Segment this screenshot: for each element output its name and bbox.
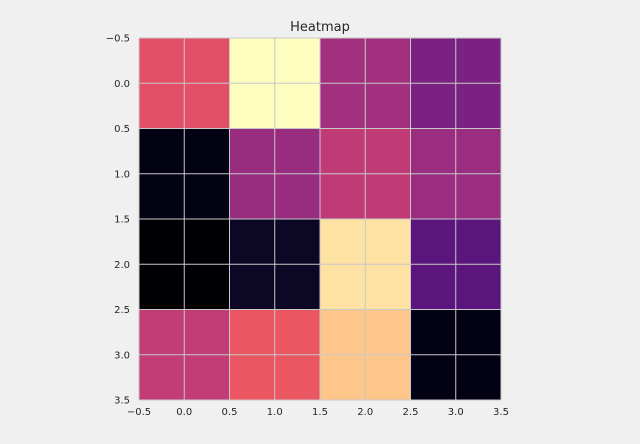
y-tick-label: 3.0 xyxy=(114,350,130,361)
x-tick-label: 2.0 xyxy=(357,407,373,418)
x-tick-label: 3.5 xyxy=(493,407,509,418)
y-tick-label: 2.5 xyxy=(114,305,130,316)
x-tick-label: 2.5 xyxy=(403,407,419,418)
x-axis: −0.5 0.0 0.5 1.0 1.5 2.0 2.5 3.0 3.5 xyxy=(127,407,509,418)
y-tick-label: 0.5 xyxy=(114,124,130,135)
x-tick-label: 1.0 xyxy=(267,407,283,418)
y-tick-label: 3.5 xyxy=(114,396,130,407)
x-tick-label: 1.5 xyxy=(312,407,328,418)
y-tick-label: 2.0 xyxy=(114,260,130,271)
y-tick-label: −0.5 xyxy=(106,34,130,45)
grid-lines xyxy=(138,37,502,401)
chart-title: Heatmap xyxy=(290,20,350,35)
y-tick-label: 1.0 xyxy=(114,169,130,180)
y-tick-label: 0.0 xyxy=(114,79,130,90)
x-tick-label: −0.5 xyxy=(127,407,151,418)
x-tick-label: 3.0 xyxy=(448,407,464,418)
y-axis: −0.5 0.0 0.5 1.0 1.5 2.0 2.5 3.0 3.5 xyxy=(106,34,130,407)
x-tick-label: 0.5 xyxy=(222,407,238,418)
x-tick-label: 0.0 xyxy=(176,407,192,418)
y-tick-label: 1.5 xyxy=(114,215,130,226)
